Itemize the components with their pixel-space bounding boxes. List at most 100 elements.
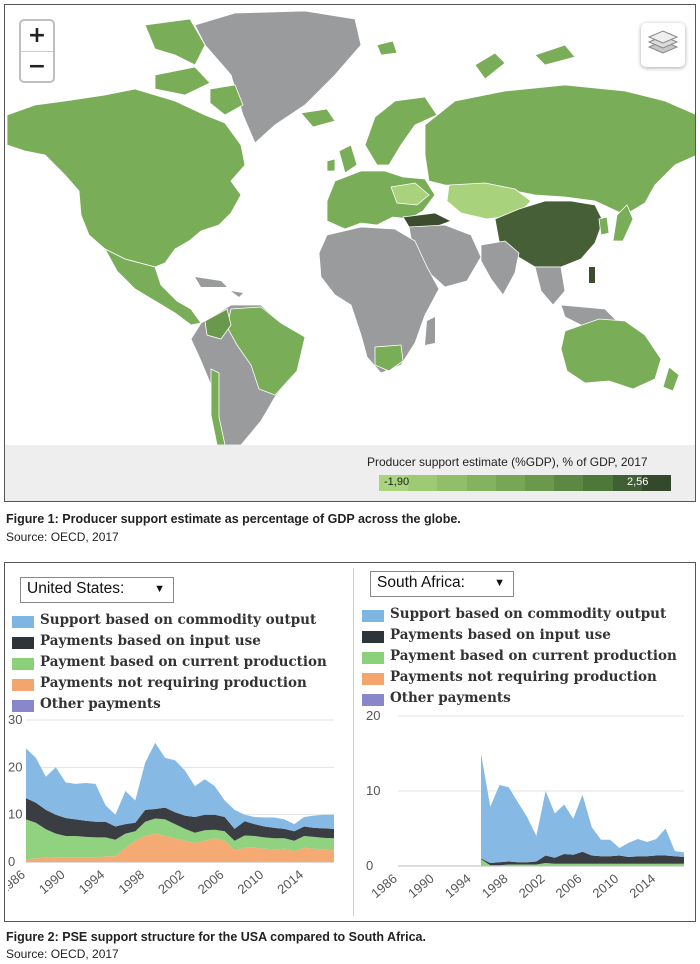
area-payments-based-on-input-use[interactable] — [481, 851, 684, 866]
south-africa — [374, 344, 404, 372]
map-legend-min: -1,90 — [384, 476, 410, 488]
scandinavia — [364, 96, 438, 166]
legend-swatch — [525, 475, 555, 491]
area-payment-based-on-current-production[interactable] — [481, 859, 684, 866]
legend-swatch — [12, 637, 34, 649]
legend-swatch — [362, 610, 384, 622]
dropdown-arrow-icon: ▼ — [494, 577, 505, 589]
philippines — [589, 267, 595, 283]
x-tick-label: 2006 — [553, 871, 585, 901]
africa — [318, 226, 440, 374]
legend-label[interactable]: Payments based on input use — [390, 627, 611, 643]
x-tick-label: 1998 — [479, 871, 511, 901]
x-tick-label: 1986 — [368, 871, 400, 901]
country-select-us-value: United States: — [27, 580, 125, 597]
area-payment-based-on-current-production[interactable] — [26, 818, 334, 860]
y-tick-label: 20 — [366, 708, 380, 723]
antarctica — [5, 445, 695, 501]
legend-label[interactable]: Other payments — [390, 690, 511, 706]
world-map[interactable]: + − Producer support estimate (%GDP), % … — [4, 4, 696, 502]
x-tick-label: 1990 — [36, 867, 68, 897]
japan — [612, 204, 634, 242]
y-tick-label: 0 — [8, 854, 15, 869]
country-select-us[interactable]: United States: ▼ — [20, 577, 174, 603]
legend-swatch — [583, 475, 613, 491]
india — [480, 240, 520, 296]
layers-icon — [647, 30, 679, 54]
legend-swatch — [362, 631, 384, 643]
map-canvas — [5, 5, 695, 501]
x-tick-label: 2014 — [626, 871, 658, 901]
legend-swatch — [466, 475, 496, 491]
x-tick-label: 1994 — [442, 871, 474, 901]
chart-za: 0 10 20 1986 1990 1994 1998 2002 2006 2010 2014 — [366, 708, 684, 901]
map-legend-title: Producer support estimate (%GDP), % of G… — [367, 455, 648, 469]
legend-label[interactable]: Payments not requiring production — [40, 675, 307, 691]
legend-label[interactable]: Other payments — [40, 696, 161, 712]
legend-swatch — [12, 658, 34, 670]
legend-swatch — [12, 616, 34, 628]
legend-swatch — [612, 475, 642, 491]
greenland — [194, 10, 362, 144]
north-america — [6, 88, 246, 268]
legend-label[interactable]: Support based on commodity output — [390, 606, 667, 622]
zoom-control: + − — [19, 19, 55, 83]
legend-swatch — [641, 475, 672, 491]
iceland — [300, 108, 336, 128]
x-tick-label: 2002 — [155, 867, 187, 897]
korea — [598, 216, 610, 236]
legend-swatch — [379, 475, 409, 491]
novaya-zemlya — [474, 44, 576, 80]
map-color-scale — [379, 475, 672, 491]
legend-swatch — [554, 475, 584, 491]
legend-label[interactable]: Payment based on current production — [40, 654, 327, 670]
x-tick-label: 1998 — [115, 867, 147, 897]
legend-label[interactable]: Payments not requiring production — [390, 669, 657, 685]
legend-label[interactable]: Payments based on input use — [40, 633, 261, 649]
country-select-za[interactable]: South Africa: ▼ — [370, 571, 514, 597]
legend-swatch — [495, 475, 526, 491]
area-payments-not-requiring-production[interactable] — [26, 833, 334, 862]
x-tick-label: 1986 — [8, 867, 28, 897]
y-tick-label: 0 — [366, 858, 373, 873]
legend-swatch — [362, 673, 384, 685]
figure1-caption: Figure 1: Producer support estimate as p… — [6, 512, 461, 526]
country-select-za-value: South Africa: — [377, 574, 465, 591]
x-tick-label: 2010 — [590, 871, 622, 901]
arctic-islands — [144, 18, 244, 116]
ukraine — [390, 182, 430, 206]
x-tick-label: 2006 — [195, 867, 227, 897]
zoom-in-button[interactable]: + — [21, 21, 53, 52]
x-tick-label: 2014 — [274, 867, 306, 897]
x-tick-label: 1994 — [76, 867, 108, 897]
map-legend-max: 2,56 — [627, 476, 649, 488]
brazil — [226, 306, 306, 396]
area-support-based-on-commodity-output[interactable] — [26, 742, 334, 832]
new-zealand — [662, 366, 680, 392]
legend-swatch — [362, 694, 384, 706]
legend-swatch — [437, 475, 467, 491]
legend-swatch — [408, 475, 438, 491]
legend-label[interactable]: Payment based on current production — [390, 648, 677, 664]
legend-swatch — [12, 679, 34, 691]
svalbard — [376, 40, 398, 56]
legend-label[interactable]: Support based on commodity output — [40, 612, 317, 628]
caribbean — [195, 277, 243, 297]
panel-divider — [353, 568, 354, 916]
zoom-out-button[interactable]: − — [27, 54, 47, 79]
x-tick-label: 2002 — [516, 871, 548, 901]
y-tick-label: 10 — [8, 807, 22, 822]
madagascar — [425, 317, 435, 345]
area-payments-based-on-input-use[interactable] — [26, 798, 334, 841]
y-tick-label: 30 — [8, 712, 22, 727]
layers-button[interactable] — [641, 23, 685, 67]
y-tick-label: 20 — [8, 759, 22, 774]
y-tick-label: 10 — [366, 783, 380, 798]
figure2-source: Source: OECD, 2017 — [6, 947, 119, 961]
area-support-based-on-commodity-output[interactable] — [481, 753, 684, 864]
figure1-source: Source: OECD, 2017 — [6, 530, 119, 544]
australia — [560, 318, 662, 390]
legend-swatch — [362, 652, 384, 664]
uk-ireland — [326, 144, 358, 174]
